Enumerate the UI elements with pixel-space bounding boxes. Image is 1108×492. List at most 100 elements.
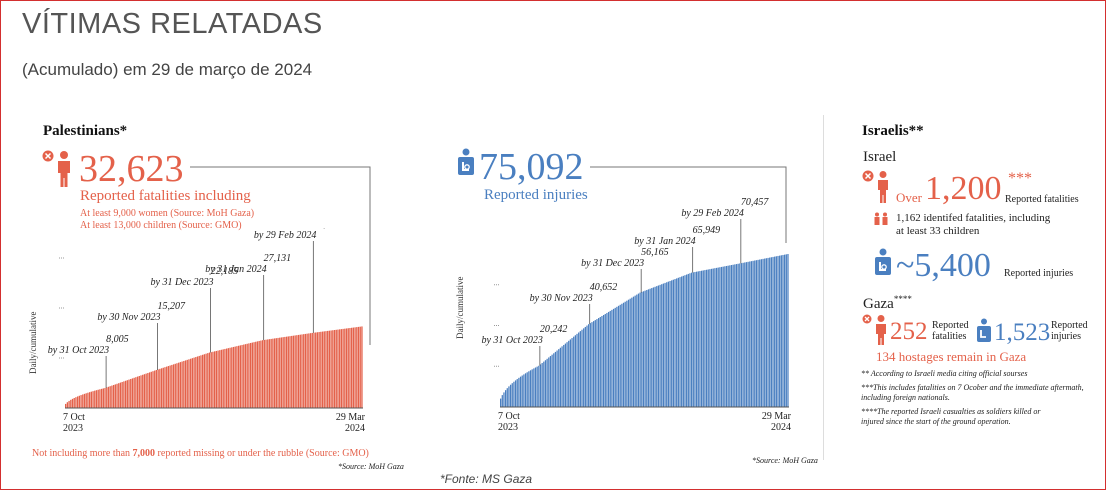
bar <box>308 333 310 408</box>
bar <box>258 340 260 408</box>
bar <box>253 342 255 408</box>
bar <box>737 263 739 407</box>
israel-fatalities-value: 1,200 <box>925 170 1002 207</box>
gaza-injuries-label: Reported injuries <box>1051 320 1088 342</box>
bar <box>591 322 593 407</box>
bar <box>602 314 605 407</box>
bar <box>102 388 104 408</box>
person-icon <box>876 315 886 345</box>
bar <box>626 300 628 407</box>
bar <box>210 352 212 408</box>
bar <box>261 340 264 408</box>
x-tick-label: 29 Mar <box>762 411 792 422</box>
bar <box>327 330 329 408</box>
bar <box>133 377 135 408</box>
israel-subheading: Israel <box>863 149 897 165</box>
bar <box>160 368 163 408</box>
bar <box>597 318 600 407</box>
bar <box>196 356 199 408</box>
bar <box>586 325 588 407</box>
annotation-label: by 31 Oct 2023 <box>481 335 542 346</box>
bar <box>289 336 291 408</box>
bar <box>724 266 726 407</box>
bar <box>249 342 252 408</box>
bar <box>705 269 708 407</box>
injuries-label: Reported injuries <box>484 187 588 203</box>
bar <box>291 335 293 408</box>
bar <box>294 335 296 408</box>
missing-note-pre: Not including more than <box>32 448 133 459</box>
annotation-label: by 29 Feb 2024 <box>681 208 744 219</box>
bar <box>671 280 673 407</box>
bar <box>772 256 774 407</box>
bar <box>543 361 545 407</box>
bar <box>78 395 81 408</box>
bar <box>82 394 84 408</box>
bar <box>546 358 548 407</box>
bar <box>715 267 718 407</box>
x-tick-year: 2024 <box>771 422 791 433</box>
bar <box>727 265 729 407</box>
bar <box>714 268 716 407</box>
bar <box>566 342 568 407</box>
bar <box>624 301 626 407</box>
bar <box>509 384 512 407</box>
bar <box>568 340 570 407</box>
bar <box>589 323 591 407</box>
israel-fatalities-label: Reported fatalities <box>1005 194 1079 205</box>
bar <box>561 346 563 407</box>
bar <box>504 390 507 407</box>
bar <box>138 375 140 408</box>
bar <box>222 349 224 408</box>
bar <box>782 254 784 407</box>
bar <box>107 386 110 408</box>
y-axis-label: Daily/cumulative <box>455 277 465 339</box>
bar <box>325 331 327 408</box>
bar <box>193 357 195 408</box>
bar <box>181 361 183 408</box>
bar <box>632 296 635 407</box>
bar <box>94 390 96 408</box>
bar <box>549 356 552 407</box>
bar <box>166 366 168 408</box>
bar <box>710 268 713 407</box>
bar <box>651 288 653 407</box>
bar <box>128 379 130 408</box>
bar <box>280 337 283 408</box>
footer-source: *Fonte: MS Gaza <box>440 472 533 486</box>
bar <box>707 269 709 407</box>
bar <box>140 375 142 408</box>
bar <box>243 344 245 408</box>
bar <box>647 289 650 407</box>
bar <box>642 291 645 407</box>
missing-note-bold: 7,000 <box>132 448 156 459</box>
bar <box>584 326 586 407</box>
bar <box>116 383 118 408</box>
bar <box>787 254 789 407</box>
bar <box>126 380 128 408</box>
bar <box>152 371 154 408</box>
gaza-injuries-value: 1,523 <box>994 319 1051 346</box>
bar <box>323 331 325 408</box>
bar <box>195 357 197 408</box>
bar <box>136 376 139 408</box>
injured-person-icon <box>875 248 891 275</box>
bar <box>179 362 182 408</box>
bar <box>231 347 233 408</box>
bar <box>99 389 101 408</box>
bar <box>150 371 152 408</box>
bar <box>691 272 693 407</box>
bar <box>267 339 269 408</box>
bar <box>774 256 776 407</box>
bar <box>205 353 207 408</box>
source-right: *Source: MoH Gaza <box>752 456 818 465</box>
bar <box>191 358 194 408</box>
bar <box>287 336 289 408</box>
bar <box>717 267 719 407</box>
identified-note: 1,162 identifed fatalities, including at… <box>896 212 1051 237</box>
bar <box>236 346 238 408</box>
bar <box>616 306 618 407</box>
bar <box>214 351 216 408</box>
israel-injuries-label: Reported injuries <box>1004 268 1074 279</box>
bar <box>123 381 125 408</box>
